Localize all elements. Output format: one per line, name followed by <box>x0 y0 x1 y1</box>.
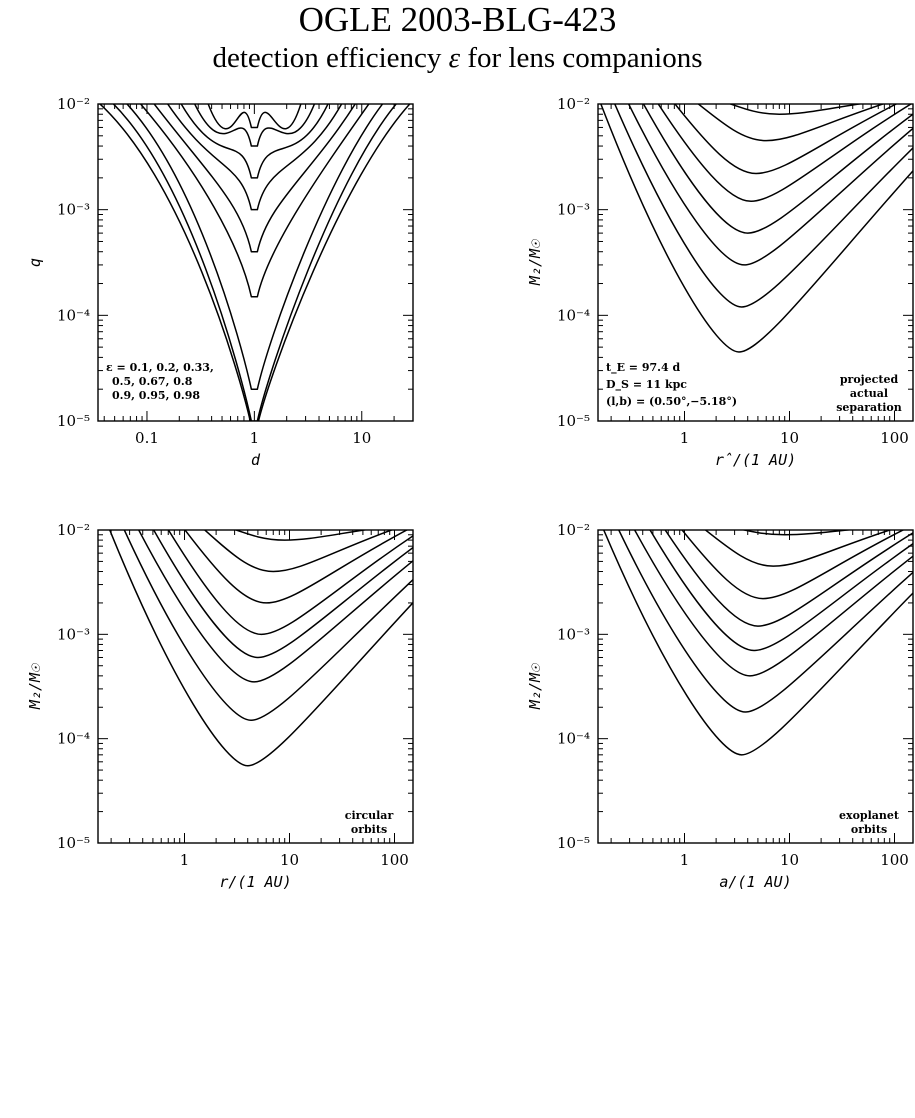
contour-eps-0.8 <box>166 104 343 211</box>
y-tick-label: 10⁻⁵ <box>57 834 90 852</box>
y-tick-label: 10⁻³ <box>557 201 590 219</box>
plot-frame <box>597 103 914 422</box>
panel-caption: orbits <box>851 823 887 836</box>
x-tick-label: 10 <box>780 851 799 869</box>
y-tick-label: 10⁻² <box>57 521 90 539</box>
x-axis-label: d <box>251 451 261 469</box>
panel-bottom-right: 1 10 100 10⁻⁵ 10⁻⁴ 10⁻³ 10⁻² a/(1 AU) M₂/M☉ exopl… <box>526 521 914 891</box>
x-tick-label: 100 <box>880 429 909 447</box>
y-tick-label: 10⁻⁴ <box>57 730 90 748</box>
contour-eps-0.2 <box>123 530 413 722</box>
contour-eps-0.9 <box>704 530 893 567</box>
y-tick-label: 10⁻² <box>557 95 590 113</box>
contour-eps-0.95 <box>233 530 369 541</box>
y-tick-label: 10⁻⁵ <box>557 834 590 852</box>
parameter-note: D_S = 11 kpc <box>606 378 687 392</box>
contour-group <box>98 104 411 421</box>
contour-eps-0.67 <box>664 530 913 627</box>
contour-eps-0.8 <box>681 530 905 600</box>
panel-caption: actual <box>850 387 888 400</box>
contour-eps-0.95 <box>728 104 864 115</box>
x-axis-label: r̂/(1 AU) <box>715 451 796 469</box>
contour-eps-0.67 <box>657 104 913 203</box>
contour-eps-0.8 <box>184 530 409 604</box>
y-tick-label: 10⁻³ <box>57 625 90 643</box>
plot-frame <box>97 529 414 844</box>
plot-frame <box>597 529 914 844</box>
x-tick-label: 10 <box>280 851 299 869</box>
contour-group <box>602 530 913 756</box>
contour-eps-0.1 <box>108 530 413 767</box>
y-tick-label: 10⁻² <box>57 95 90 113</box>
contour-eps-0.98 <box>207 104 302 130</box>
contour-eps-0.33 <box>137 530 413 683</box>
x-tick-label: 0.1 <box>135 429 159 447</box>
y-tick-label: 10⁻³ <box>57 201 90 219</box>
subtitle-epsilon: ε <box>448 42 461 74</box>
contour-eps-0.33 <box>633 530 913 677</box>
contour-eps-0.9 <box>697 104 886 142</box>
x-tick-label: 10 <box>352 429 371 447</box>
contour-eps-0.5 <box>642 104 913 234</box>
x-tick-label: 1 <box>180 851 190 869</box>
x-tick-label: 1 <box>680 429 690 447</box>
contour-eps-0.2 <box>112 104 398 421</box>
parameter-note: (l,b) = (0.50°,−5.18°) <box>606 395 737 408</box>
figure-subtitle: detection efficiency ε for lens companio… <box>0 40 915 76</box>
contour-eps-0.67 <box>167 530 413 636</box>
legend-note: ε = 0.1, 0.2, 0.33, <box>106 361 214 374</box>
contour-group <box>600 104 913 353</box>
contour-eps-0.1 <box>602 530 913 756</box>
y-axis-label: M₂/M☉ <box>526 662 544 710</box>
panel-caption: exoplanet <box>839 809 900 822</box>
contour-eps-0.95 <box>194 104 316 147</box>
panel-caption: orbits <box>351 823 387 836</box>
x-tick-label: 100 <box>880 851 909 869</box>
contour-eps-0.9 <box>203 530 394 573</box>
x-tick-label: 10 <box>780 429 799 447</box>
contour-eps-0.1 <box>98 104 411 421</box>
contour-eps-0.1 <box>600 104 913 353</box>
contour-eps-0.67 <box>153 104 357 253</box>
figure-title: OGLE 2003-BLG-423 <box>298 0 617 39</box>
subtitle-post: for lens companions <box>460 42 703 74</box>
panel-top-right: 1 10 100 10⁻⁵ 10⁻⁴ 10⁻³ 10⁻² r̂/(1 AU) M₂/M☉ t_E … <box>526 95 914 469</box>
y-tick-label: 10⁻⁵ <box>57 412 90 430</box>
contour-eps-0.5 <box>152 530 413 659</box>
legend-note: 0.9, 0.95, 0.98 <box>112 389 200 402</box>
y-tick-label: 10⁻⁴ <box>557 730 590 748</box>
x-axis-label: r/(1 AU) <box>219 873 291 891</box>
contour-group <box>108 530 413 767</box>
legend-note: 0.5, 0.67, 0.8 <box>112 375 193 388</box>
panel-bottom-left: 1 10 100 10⁻⁵ 10⁻⁴ 10⁻³ 10⁻² r/(1 AU) M₂/M☉ circu… <box>26 521 414 891</box>
y-tick-label: 10⁻⁴ <box>557 306 590 324</box>
parameter-note: t_E = 97.4 d <box>606 361 680 375</box>
contour-eps-0.2 <box>614 104 913 308</box>
panel-caption: projected <box>840 373 899 386</box>
contour-eps-0.2 <box>617 530 913 713</box>
contour-eps-0.33 <box>627 104 913 266</box>
panel-caption: separation <box>836 401 902 414</box>
contour-eps-0.9 <box>180 104 329 179</box>
contour-eps-0.5 <box>139 104 370 298</box>
x-tick-label: 1 <box>250 429 260 447</box>
subtitle-pre: detection efficiency <box>212 42 449 74</box>
y-axis-label: M₂/M☉ <box>526 238 544 286</box>
contour-eps-0.8 <box>674 104 898 175</box>
y-tick-label: 10⁻⁵ <box>557 412 590 430</box>
panel-top-left: 0.1 1 10 10⁻⁵ 10⁻⁴ 10⁻³ 10⁻² d q ε = 0.1, 0.2, 0.… <box>26 95 414 469</box>
y-axis-label: M₂/M☉ <box>26 662 44 710</box>
x-axis-label: a/(1 AU) <box>719 873 791 891</box>
panel-caption: circular <box>345 809 394 822</box>
y-tick-label: 10⁻² <box>557 521 590 539</box>
plot-frame <box>97 103 414 422</box>
contour-eps-0.33 <box>125 104 384 390</box>
y-tick-label: 10⁻⁴ <box>57 306 90 324</box>
y-tick-label: 10⁻³ <box>557 625 590 643</box>
x-tick-label: 1 <box>680 851 690 869</box>
x-tick-label: 100 <box>380 851 409 869</box>
contour-eps-0.5 <box>649 530 913 652</box>
y-axis-label: q <box>26 258 44 267</box>
